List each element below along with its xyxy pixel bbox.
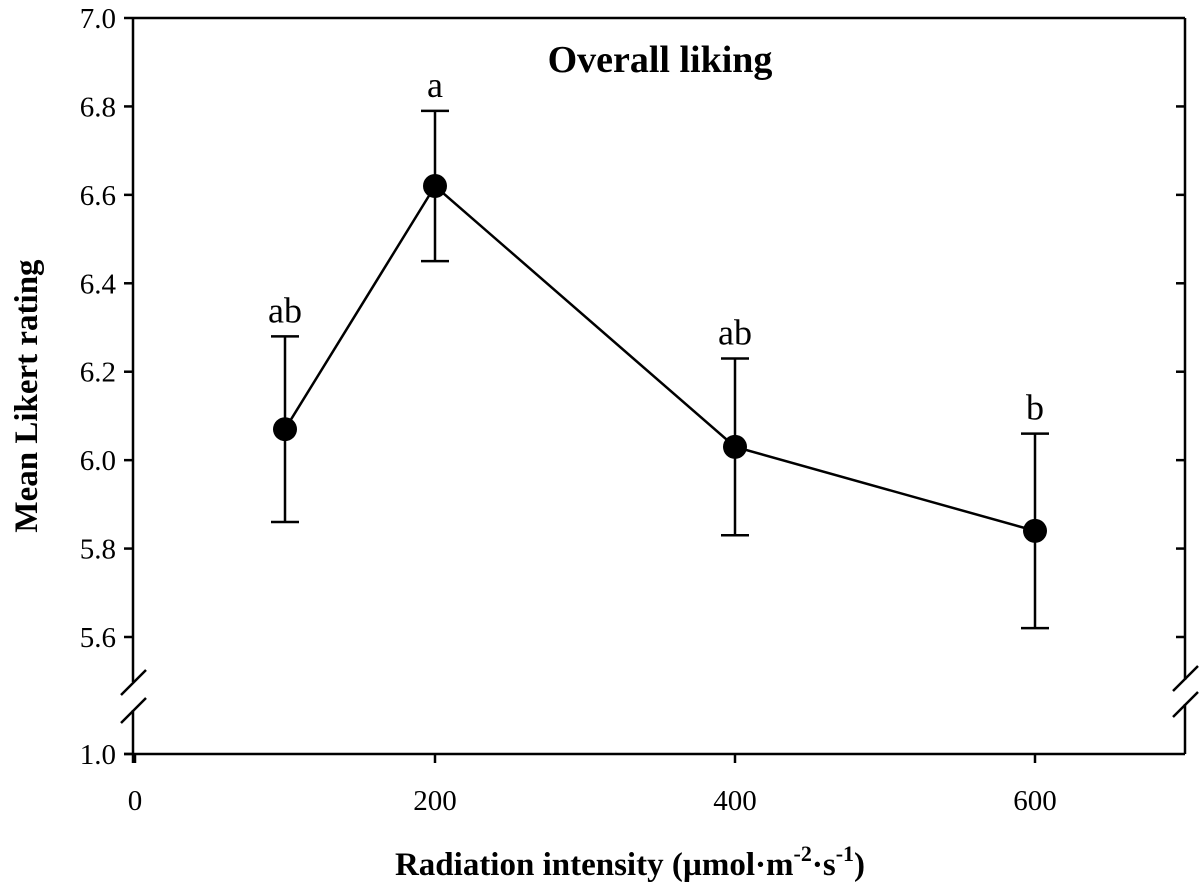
y-tick-label: 6.8	[80, 91, 116, 123]
chart-title: Overall liking	[548, 39, 773, 81]
axis-break-mark	[120, 669, 147, 696]
data-point	[1023, 518, 1047, 543]
y-tick-label: 5.6	[80, 622, 116, 654]
y-tick-label: 5.8	[80, 534, 116, 566]
axis-break-mark	[120, 697, 147, 724]
axis-break-mark	[1172, 665, 1199, 692]
data-point	[273, 417, 297, 442]
y-axis-label: Mean Likert rating	[9, 259, 45, 533]
y-tick-label: 6.0	[80, 445, 116, 477]
significance-label: a	[427, 65, 443, 105]
x-tick-label: 600	[1013, 785, 1057, 817]
data-point	[723, 434, 747, 459]
x-tick-label: 200	[413, 785, 457, 817]
tick-labels: 1.0 5.6 5.8 6.0 6.2 6.4 6.6 6.8 7.0 0 200 400 600	[80, 3, 1057, 817]
significance-label: b	[1026, 388, 1044, 428]
y-tick-label: 6.2	[80, 357, 116, 389]
y-tick-label: 6.6	[80, 180, 116, 212]
series-line	[283, 184, 1036, 533]
y-tick-label: 7.0	[80, 3, 116, 35]
x-tick-label: 400	[713, 785, 757, 817]
axes	[120, 16, 1199, 763]
y-tick-label: 6.4	[80, 268, 117, 300]
y-tick-label: 1.0	[80, 739, 116, 771]
data-marks: ab a ab b	[268, 65, 1049, 630]
x-tick-label: 0	[128, 785, 143, 817]
significance-label: ab	[718, 312, 752, 352]
x-axis-label: Radiation intensity (µmol·m-2·s-1)	[395, 841, 865, 883]
axis-break-mark	[1172, 691, 1199, 718]
data-point	[423, 174, 447, 199]
significance-label: ab	[268, 290, 302, 330]
